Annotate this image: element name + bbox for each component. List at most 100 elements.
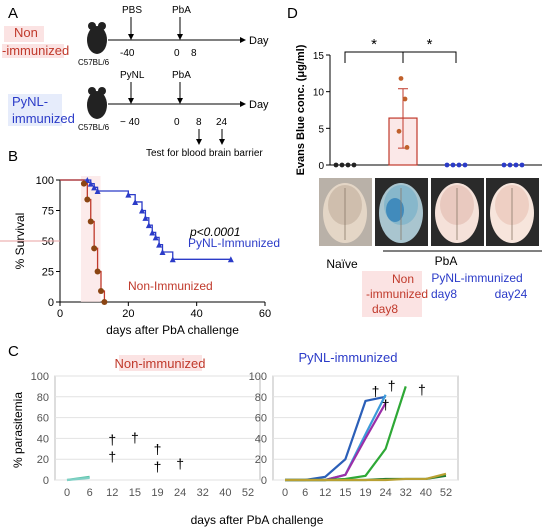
death-mark: † (372, 383, 380, 399)
group2-axis-label: Day (249, 99, 269, 111)
death-mark: † (131, 430, 139, 446)
death-mark: † (418, 382, 426, 398)
y-tick-label: 5 (318, 124, 324, 135)
survival-marker (156, 241, 163, 248)
data-point (404, 145, 410, 150)
survival-marker (87, 218, 94, 225)
y-tick-label: 75 (42, 206, 54, 218)
xlabel-non-3: day8 (372, 302, 398, 316)
x-tick-label: 40 (191, 308, 203, 320)
panel-label-d: D (287, 5, 298, 22)
group2-strain: C57BL/6 (78, 123, 110, 132)
x-tick-label: 12 (106, 487, 118, 499)
x-axis-label: days after PbA challenge (106, 323, 239, 337)
data-point (501, 162, 507, 168)
x-tick-label: 24 (174, 487, 186, 499)
parasitemia-line-5 (285, 472, 447, 482)
survival-marker (91, 245, 98, 252)
death-mark: † (382, 396, 390, 412)
p-value: p<0.0001 (189, 225, 240, 239)
x-tick-label: 0 (282, 487, 288, 499)
survival-marker (159, 248, 166, 255)
death-mark: † (176, 456, 184, 472)
data-point (444, 162, 450, 168)
group2-event-pynl: PyNL (120, 70, 145, 81)
x-tick-label: 6 (87, 487, 93, 499)
x-tick-label: 24 (380, 487, 392, 499)
x-tick-label: 20 (122, 308, 134, 320)
survival-marker (169, 256, 176, 263)
group1-tick-1: -40 (120, 48, 135, 59)
x-tick-label: 12 (319, 487, 331, 499)
data-point (351, 162, 357, 168)
group1-strain: C57BL/6 (78, 58, 110, 67)
evans-blue-stain (386, 198, 404, 222)
y-axis-label: % parasitemia (11, 392, 25, 468)
group2-label-line1: PyNL- (12, 94, 48, 109)
xlabel-pynl-1: PyNL-immunized (431, 271, 522, 285)
panel-label-b: B (8, 148, 18, 165)
group2-arrowhead-pba (177, 98, 183, 104)
y-tick-label: 50 (42, 236, 54, 248)
bbb-test-label: Test for blood brain barrier (146, 148, 263, 159)
data-point (333, 162, 339, 168)
xlabel-non-2: -immunized (366, 287, 428, 301)
y-tick-label: 100 (36, 175, 54, 187)
data-point (450, 162, 456, 168)
series-label-non: Non-Immunized (128, 279, 213, 293)
survival-marker (80, 180, 87, 187)
death-mark: † (154, 459, 162, 475)
group1-timeline-arrow (240, 37, 246, 43)
survival-marker (94, 187, 101, 194)
group-header-pba: PbA (435, 254, 458, 268)
data-point (345, 162, 351, 168)
significance-bracket (344, 51, 457, 63)
xlabel-non-1: Non (392, 272, 414, 286)
group1-label-bg2 (2, 44, 64, 58)
y-tick-label: 15 (313, 51, 325, 62)
data-point (339, 162, 345, 168)
group1-label-bg (4, 26, 44, 42)
x-tick-label: 15 (129, 487, 141, 499)
chart-title-right: PyNL-immunized (299, 350, 398, 365)
group1-label-line2: -immunized (2, 43, 69, 58)
survival-marker (152, 234, 159, 241)
bbb-arrowhead-2 (219, 139, 225, 145)
death-mark: † (108, 432, 116, 448)
x-tick-label: 60 (259, 308, 271, 320)
x-tick-label: 15 (339, 487, 351, 499)
data-point (513, 162, 519, 168)
mouse-icon-2 (87, 87, 107, 119)
survival-marker (101, 299, 108, 305)
survival-marker (87, 180, 94, 187)
y-tick-label: 0 (261, 475, 267, 487)
group1-tick-3: 8 (191, 48, 197, 59)
survival-marker (145, 222, 152, 229)
panel-label-a: A (8, 5, 18, 22)
bbb-arrowhead-1 (196, 139, 202, 145)
x-tick-label: 52 (440, 487, 452, 499)
panel-a: Non -immunized C57BL/6 Day PBS PbA -40 0… (2, 5, 269, 159)
y-tick-label: 25 (42, 267, 54, 279)
survival-marker (91, 184, 98, 191)
y-tick-label: 60 (255, 413, 267, 425)
mouse-icon (87, 22, 107, 54)
data-point (396, 128, 402, 134)
group1-event-pbs: PBS (122, 5, 142, 16)
y-tick-label: 20 (37, 454, 49, 466)
xlabel-bg (362, 271, 422, 317)
survival-marker (139, 207, 145, 214)
death-mark: † (388, 378, 396, 394)
x-tick-label: 40 (420, 487, 432, 499)
title-bg (119, 355, 202, 371)
survival-marker (227, 256, 234, 263)
x-tick-label: 32 (197, 487, 209, 499)
panel-b-survival-chart: 0 25 50 75 100 0 20 40 60 days after PbA challeng… (0, 175, 280, 337)
y-tick-label: 80 (255, 392, 267, 404)
survival-marker (149, 229, 156, 236)
group2-label-bg (8, 94, 62, 126)
y-tick-label: 0 (318, 161, 324, 172)
group2-timeline-arrow (240, 101, 246, 107)
